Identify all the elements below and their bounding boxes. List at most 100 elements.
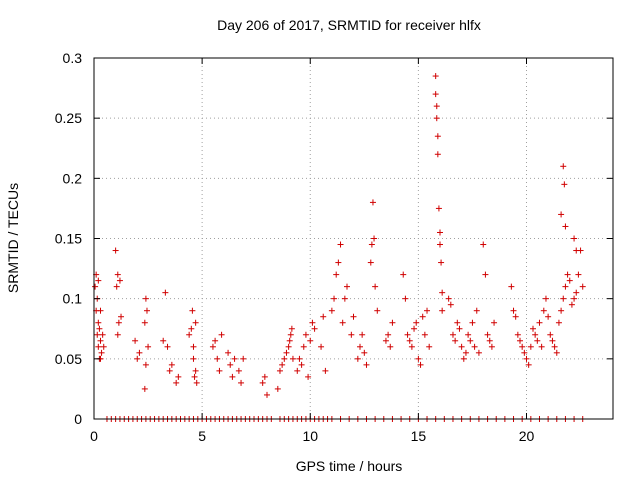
- data-point: [560, 295, 567, 302]
- data-point: [555, 319, 562, 326]
- data-point: [286, 337, 293, 344]
- data-point: [467, 337, 474, 344]
- data-point: [189, 307, 196, 314]
- data-point: [240, 355, 247, 362]
- x-tick-label: 10: [302, 428, 318, 444]
- data-point: [175, 373, 182, 380]
- data-point: [114, 271, 121, 278]
- data-point: [460, 355, 467, 362]
- data-point: [97, 307, 104, 314]
- data-point: [540, 307, 547, 314]
- data-point: [98, 349, 105, 356]
- data-point: [510, 307, 517, 314]
- data-point: [229, 373, 236, 380]
- data-point: [132, 337, 139, 344]
- data-point: [285, 343, 292, 350]
- data-point: [335, 259, 342, 266]
- data-point: [562, 223, 569, 230]
- data-point: [536, 319, 543, 326]
- x-tick-label: 5: [198, 428, 206, 444]
- y-tick-label: 0.25: [55, 110, 82, 126]
- data-point: [350, 313, 357, 320]
- data-point: [508, 283, 515, 290]
- data-point: [434, 151, 441, 158]
- data-point: [95, 277, 102, 284]
- data-point: [320, 313, 327, 320]
- data-point: [452, 337, 459, 344]
- data-point: [389, 319, 396, 326]
- data-point: [192, 319, 199, 326]
- data-point: [302, 331, 309, 338]
- y-tick-label: 0.3: [63, 50, 83, 66]
- data-point: [462, 349, 469, 356]
- data-point: [558, 307, 565, 314]
- data-point: [371, 235, 378, 242]
- data-point: [519, 343, 526, 350]
- data-point: [238, 379, 245, 386]
- data-point: [484, 331, 491, 338]
- data-point: [287, 331, 294, 338]
- data-point: [363, 361, 370, 368]
- data-point: [433, 115, 440, 122]
- data-point: [283, 349, 290, 356]
- data-point: [294, 367, 301, 374]
- data-point: [95, 343, 102, 350]
- y-tick-label: 0.15: [55, 231, 82, 247]
- data-point: [471, 343, 478, 350]
- data-point: [173, 379, 180, 386]
- axis-ticks: [93, 57, 613, 420]
- data-point: [100, 343, 107, 350]
- data-point: [551, 343, 558, 350]
- data-point: [372, 283, 379, 290]
- data-point: [261, 373, 268, 380]
- data-point: [465, 331, 472, 338]
- data-point: [382, 337, 389, 344]
- data-point: [411, 325, 418, 332]
- data-point: [426, 343, 433, 350]
- data-point: [374, 307, 381, 314]
- data-point: [97, 337, 104, 344]
- data-point: [216, 367, 223, 374]
- data-point: [116, 277, 123, 284]
- data-point: [532, 331, 539, 338]
- data-point: [288, 325, 295, 332]
- data-point: [359, 331, 366, 338]
- data-point: [538, 343, 545, 350]
- y-tick-labels: 0 0.05 0.1 0.15 0.2 0.25 0.3: [55, 50, 82, 427]
- data-point: [432, 73, 439, 80]
- data-point: [560, 163, 567, 170]
- data-point: [525, 361, 532, 368]
- data-point: [276, 367, 283, 374]
- data-point: [454, 319, 461, 326]
- data-point: [141, 385, 148, 392]
- data-point: [296, 355, 303, 362]
- data-point: [458, 343, 465, 350]
- data-point: [168, 361, 175, 368]
- data-point: [209, 343, 216, 350]
- data-point: [562, 283, 569, 290]
- data-point: [402, 295, 409, 302]
- data-point: [300, 343, 307, 350]
- data-point: [274, 385, 281, 392]
- data-point: [573, 247, 580, 254]
- data-point: [190, 355, 197, 362]
- data-point: [469, 319, 476, 326]
- data-point: [231, 355, 238, 362]
- data-point: [568, 301, 575, 308]
- data-point: [415, 355, 422, 362]
- data-point: [112, 247, 119, 254]
- data-point: [413, 319, 420, 326]
- data-point: [225, 349, 232, 356]
- data-point: [549, 337, 556, 344]
- data-point: [424, 307, 431, 314]
- y-tick-label: 0.1: [63, 291, 83, 307]
- data-point: [475, 349, 482, 356]
- data-point: [96, 325, 103, 332]
- data-point: [369, 199, 376, 206]
- data-point: [99, 331, 106, 338]
- data-point: [438, 259, 445, 266]
- data-point: [545, 313, 552, 320]
- data-point: [311, 325, 318, 332]
- data-point: [318, 343, 325, 350]
- data-point: [322, 367, 329, 374]
